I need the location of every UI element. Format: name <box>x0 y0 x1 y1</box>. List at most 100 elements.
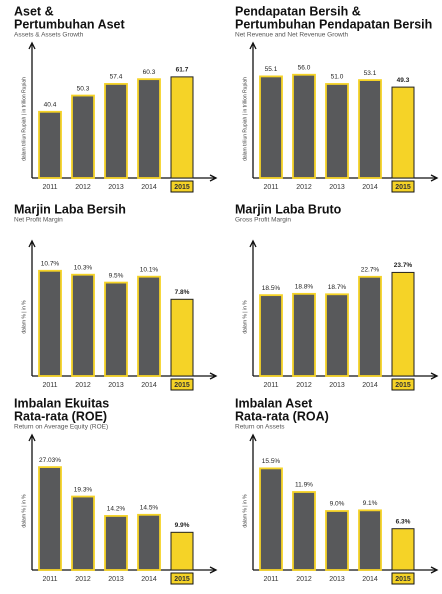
value-label: 9.1% <box>363 500 378 507</box>
bar <box>170 531 194 571</box>
bar <box>38 110 62 179</box>
x-tick-label: 2014 <box>141 576 157 583</box>
bar <box>292 292 316 377</box>
value-label: 10.7% <box>41 261 60 268</box>
x-tick-label: 2013 <box>108 184 124 191</box>
x-tick-label: 2012 <box>296 576 312 583</box>
y-axis-arrow <box>249 433 257 442</box>
x-tick-label: 2012 <box>296 184 312 191</box>
y-axis-arrow <box>28 239 36 248</box>
value-label: 40.4 <box>44 102 57 109</box>
category-highlight <box>170 378 194 391</box>
bar <box>137 275 161 377</box>
chart-title: Marjin Laba Bersih <box>14 202 126 216</box>
value-label: 56.0 <box>298 64 311 71</box>
bar <box>259 467 283 571</box>
x-axis-arrow <box>430 174 439 182</box>
bar <box>325 83 349 179</box>
x-tick-label: 2015 <box>395 576 411 583</box>
chart-title: Imbalan Aset <box>235 396 313 410</box>
bar <box>292 491 316 571</box>
x-tick-label: 2013 <box>108 576 124 583</box>
chart-subtitle: Assets & Assets Growth <box>14 32 84 39</box>
value-label: 14.5% <box>140 505 159 512</box>
y-axis-label: dalam % | in % <box>242 300 248 334</box>
value-label: 49.3 <box>397 77 410 84</box>
value-label: 9.0% <box>330 501 345 508</box>
chart-title: Marjin Laba Bruto <box>235 202 342 216</box>
value-label: 55.1 <box>265 66 278 73</box>
value-label: 7.8% <box>175 289 190 296</box>
x-tick-label: 2011 <box>42 576 57 583</box>
value-label: 57.4 <box>110 74 123 81</box>
chart-title: Rata-rata (ROA) <box>235 409 329 423</box>
bar <box>358 509 382 571</box>
bar <box>391 528 415 571</box>
bar <box>391 271 415 377</box>
x-tick-label: 2015 <box>174 576 190 583</box>
bar <box>391 86 415 179</box>
value-label: 18.5% <box>262 285 281 292</box>
value-label: 61.7 <box>176 67 189 74</box>
bar <box>104 515 128 571</box>
x-tick-label: 2014 <box>141 382 157 389</box>
value-label: 6.3% <box>396 518 411 525</box>
value-label: 9.9% <box>175 522 190 529</box>
bar <box>104 281 128 377</box>
y-axis-label: dalam % | in % <box>21 494 27 528</box>
value-label: 19.3% <box>74 486 93 493</box>
bar <box>71 273 95 377</box>
category-highlight <box>391 180 415 193</box>
value-label: 15.5% <box>262 458 281 465</box>
chart-title: Pertumbuhan Aset <box>14 17 126 31</box>
chart-subtitle: Gross Profit Margin <box>235 217 291 224</box>
bar <box>170 298 194 377</box>
y-axis-label: dalam % | in % <box>21 300 27 334</box>
chart-subtitle: Net Profit Margin <box>14 217 63 224</box>
x-tick-label: 2012 <box>75 576 91 583</box>
value-label: 50.3 <box>77 85 90 92</box>
bar <box>259 75 283 179</box>
x-tick-label: 2013 <box>329 576 345 583</box>
x-tick-label: 2015 <box>395 382 411 389</box>
chart-title: Pertumbuhan Pendapatan Bersih <box>235 17 432 31</box>
x-axis-arrow <box>209 566 218 574</box>
value-label: 27.03% <box>39 457 61 464</box>
value-label: 53.1 <box>364 70 377 77</box>
bar <box>71 94 95 179</box>
bar <box>259 294 283 377</box>
x-tick-label: 2013 <box>329 184 345 191</box>
x-tick-label: 2015 <box>395 184 411 191</box>
x-tick-label: 2015 <box>174 382 190 389</box>
bar <box>137 78 161 179</box>
value-label: 11.9% <box>295 482 313 489</box>
bar <box>104 83 128 179</box>
x-tick-label: 2014 <box>362 576 378 583</box>
x-tick-label: 2012 <box>296 382 312 389</box>
bar <box>358 275 382 377</box>
chart-subtitle: Return on Assets <box>235 424 285 431</box>
category-highlight <box>170 572 194 585</box>
bar <box>38 269 62 377</box>
value-label: 23.7% <box>394 262 413 269</box>
y-axis-arrow <box>28 433 36 442</box>
x-tick-label: 2012 <box>75 382 91 389</box>
x-tick-label: 2011 <box>42 184 57 191</box>
value-label: 22.7% <box>361 267 380 274</box>
chart-title: Pendapatan Bersih & <box>235 4 361 18</box>
y-axis-arrow <box>28 41 36 50</box>
x-axis-arrow <box>430 372 439 380</box>
x-tick-label: 2011 <box>263 382 278 389</box>
chart-panel: Pendapatan Bersih &Pertumbuhan Pendapata… <box>235 4 439 193</box>
bar <box>358 79 382 179</box>
bar <box>292 73 316 179</box>
chart-title: Imbalan Ekuitas <box>14 396 109 410</box>
y-axis-arrow <box>249 41 257 50</box>
y-axis-label: dalam triliun Rupiah | in trillion Rupia… <box>21 77 27 161</box>
bar <box>71 495 95 571</box>
chart-title: Aset & <box>14 4 54 18</box>
x-tick-label: 2011 <box>42 382 57 389</box>
